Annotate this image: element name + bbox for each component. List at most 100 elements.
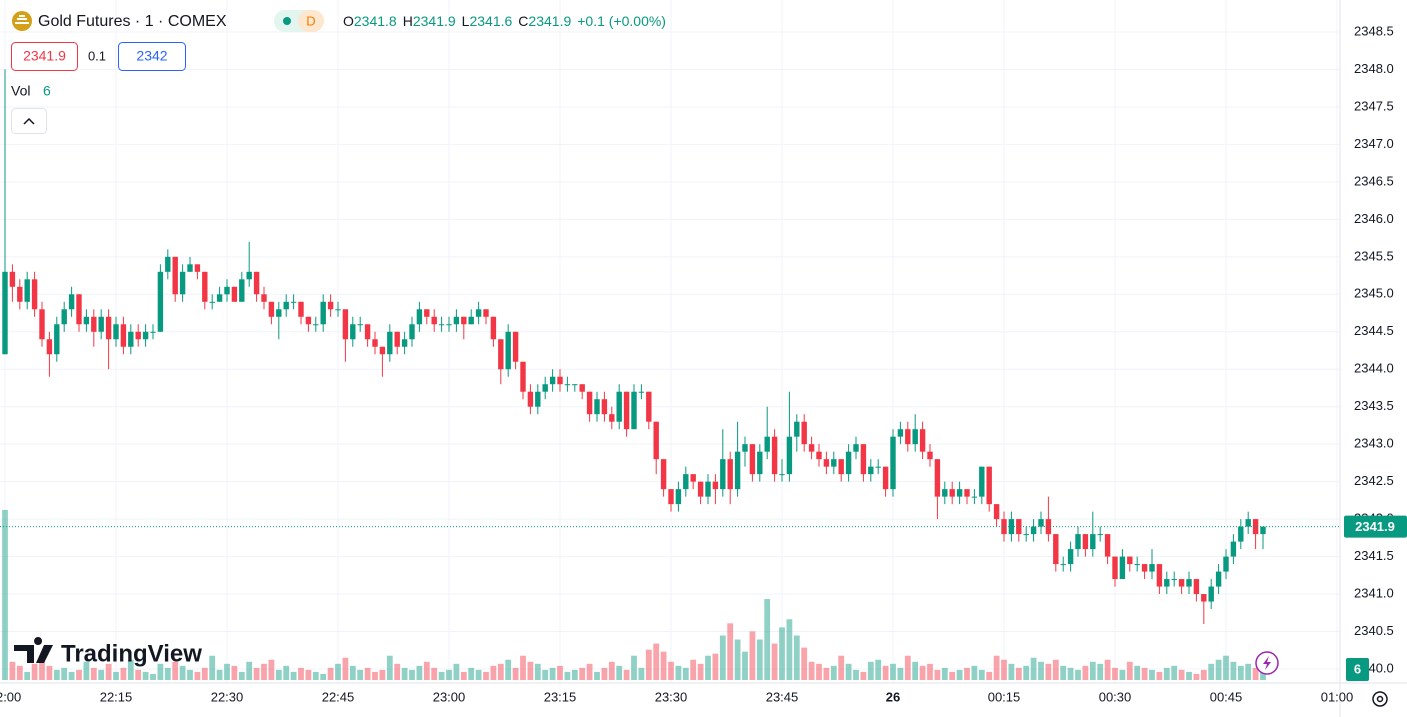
volume-bar <box>483 671 489 680</box>
volume-bar <box>1112 667 1118 680</box>
candle-body <box>594 399 600 415</box>
volume-bar <box>904 655 911 680</box>
candle-body <box>586 391 593 415</box>
candle-body <box>1104 534 1111 557</box>
collapse-button[interactable] <box>11 108 47 134</box>
candle-body <box>512 331 519 362</box>
ask-button[interactable] <box>118 42 186 71</box>
candle-body <box>387 331 393 355</box>
candle-body <box>749 444 756 475</box>
brand-logo <box>14 637 53 663</box>
candle-body <box>461 316 467 325</box>
settings-button[interactable] <box>1372 691 1388 707</box>
x-tick-label: 00:15 <box>988 689 1021 704</box>
volume-bar <box>771 643 778 680</box>
volume-bar <box>61 667 68 680</box>
x-tick-label: 22:15 <box>100 689 133 704</box>
volume-bar <box>1141 667 1148 680</box>
volume-bar <box>1052 659 1059 680</box>
candle-body <box>113 324 119 340</box>
volume-bar <box>1008 663 1015 680</box>
candle-body <box>290 301 297 303</box>
volume-bar <box>1045 663 1052 680</box>
candle-body <box>1178 579 1185 587</box>
candle-body <box>1067 549 1074 565</box>
volume-value: 6 <box>43 83 51 99</box>
candle-body <box>845 451 852 475</box>
candle-body <box>668 489 674 505</box>
candle-body <box>120 324 127 347</box>
volume-bar <box>949 671 956 680</box>
volume-bar <box>16 665 23 680</box>
brand-name: TradingView <box>61 640 202 667</box>
volume-bar <box>1200 669 1207 680</box>
candle-body <box>172 256 178 295</box>
candle-body <box>416 309 423 325</box>
volume-bar <box>201 667 208 680</box>
spread: 0.1 <box>88 48 106 63</box>
x-tick-label: 00:30 <box>1099 689 1132 704</box>
volume-bar <box>150 673 156 680</box>
x-tick-label: 00:45 <box>1210 689 1243 704</box>
bid-button[interactable] <box>11 42 78 71</box>
volume-bar <box>342 657 349 680</box>
candle-body <box>1171 579 1177 581</box>
volume-bar <box>164 667 171 680</box>
candle-body <box>1215 571 1222 587</box>
volume-bar <box>549 667 556 680</box>
candle-body <box>1001 519 1007 535</box>
candle-body <box>794 421 800 437</box>
candle-body <box>897 429 904 437</box>
volume-bar <box>742 651 748 680</box>
volume-bar <box>157 663 164 680</box>
volume-bar <box>1163 667 1170 680</box>
volume-bar <box>1193 673 1200 680</box>
volume-bar <box>512 667 519 680</box>
volume-bar <box>1230 661 1237 680</box>
volume-bar <box>986 671 993 680</box>
volume-bar <box>594 671 600 680</box>
volume-bar <box>882 665 889 680</box>
candle-body <box>1053 534 1059 565</box>
symbol-title[interactable]: Gold Futures · 1 · COMEX <box>38 13 227 30</box>
candle-body <box>327 301 334 310</box>
volume-bar <box>253 667 260 680</box>
volume-bar <box>335 663 341 680</box>
volume-bar <box>1119 669 1126 680</box>
bid-price: 2341.9 <box>23 48 66 64</box>
l-value: 2341.6 <box>469 13 512 29</box>
volume-bar <box>379 669 386 680</box>
volume-bar <box>2 510 8 680</box>
volume-bar <box>261 663 267 680</box>
volume-bar <box>1104 659 1111 680</box>
volume-tag-label: 6 <box>1354 661 1361 676</box>
y-tick-label: 2344.0 <box>1354 361 1394 376</box>
volume-bar <box>601 667 608 680</box>
volume-bar <box>194 671 201 680</box>
c-value: 2341.9 <box>528 13 571 29</box>
volume-bar <box>1208 663 1215 680</box>
volume-tag <box>1346 658 1369 681</box>
candle-body <box>808 444 815 452</box>
candle-body <box>720 459 726 490</box>
candles <box>2 69 1266 625</box>
candle-body <box>1141 564 1148 572</box>
volume-bar <box>1038 661 1044 680</box>
candle-body <box>350 324 356 340</box>
volume-bar <box>697 663 704 680</box>
candle-body <box>890 436 896 490</box>
volume-bar <box>187 669 193 680</box>
candle-body <box>1023 534 1029 536</box>
volume-bar <box>1237 665 1244 680</box>
volume-bar <box>290 671 297 680</box>
market-open-dot <box>283 17 291 25</box>
candle-body <box>697 481 704 497</box>
candle-body <box>83 316 90 325</box>
volume-bar <box>475 669 482 680</box>
volume-bar <box>209 655 216 680</box>
volume-bar <box>808 661 815 680</box>
candle-body <box>1112 556 1118 580</box>
volume-bar <box>971 665 978 680</box>
volume-bar <box>956 669 963 680</box>
volume-bar <box>142 671 149 680</box>
